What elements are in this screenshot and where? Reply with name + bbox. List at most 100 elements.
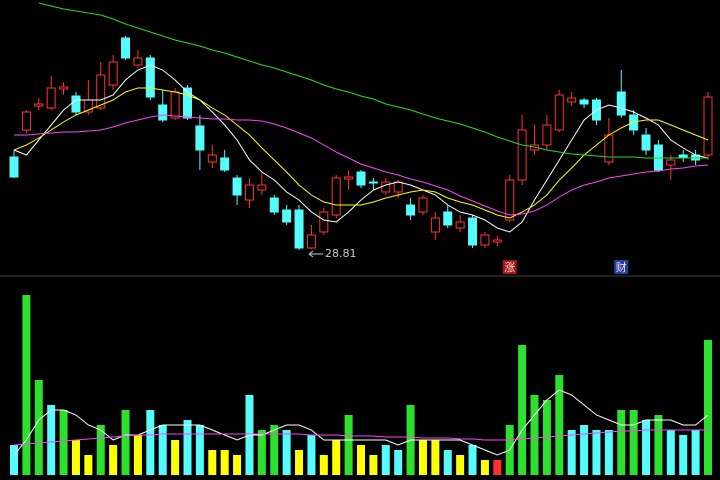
candle-body (381, 181, 391, 193)
low-arrow (308, 250, 324, 258)
volume-bar (220, 450, 229, 475)
volume-bar (158, 425, 167, 475)
volume-bar (431, 440, 440, 475)
candle-body (96, 74, 106, 109)
volume-bar (34, 380, 43, 475)
candle-body (220, 157, 230, 171)
volume-bar (704, 340, 712, 475)
candle-body (393, 181, 403, 193)
candle-body (567, 97, 577, 103)
volume-bar (394, 450, 403, 475)
volume-bar (369, 455, 378, 475)
candle-body (207, 154, 217, 163)
volume-bar (319, 455, 328, 475)
candle-body (480, 234, 490, 246)
volume-bar (96, 425, 105, 475)
event-marker-box (502, 260, 517, 274)
event-marker: 涨 (504, 261, 515, 274)
volume-bar (604, 430, 613, 475)
candle-body (468, 217, 478, 246)
candle-body (170, 91, 180, 119)
candle-body (232, 177, 242, 196)
candle-body (21, 111, 31, 131)
low-label: 28.81 (325, 247, 357, 260)
volume-bar (468, 445, 477, 475)
candle-body (505, 179, 515, 221)
volume-bar (493, 460, 502, 475)
candle-body (46, 87, 56, 109)
volume-bar (59, 410, 68, 475)
candle-body (158, 104, 168, 121)
candle-body (344, 176, 354, 180)
volume-bar (456, 455, 465, 475)
candle-body (430, 217, 440, 233)
volume-bar (307, 435, 316, 475)
candle-body (133, 57, 143, 66)
volume-bar (195, 425, 204, 475)
volume-bar (691, 430, 700, 475)
candle-body (641, 134, 651, 151)
volume-bar (567, 430, 576, 475)
ma-line (38, 2, 708, 159)
volume-bar (418, 440, 427, 475)
volume-bar (47, 405, 56, 475)
volume-bar (295, 450, 304, 475)
ma-line (14, 114, 709, 216)
volume-bar (530, 395, 539, 475)
volume-bar (381, 445, 390, 475)
volume-bar (679, 435, 688, 475)
candle-body (666, 159, 676, 166)
volume-bar (233, 455, 242, 475)
candle-body (244, 184, 254, 201)
candle-body (604, 134, 614, 163)
event-marker-box (614, 260, 629, 274)
volume-bar (629, 410, 638, 475)
candle-body (368, 181, 378, 184)
volume-bar (580, 425, 589, 475)
volume-bar (84, 455, 93, 475)
volume-bar (133, 435, 142, 475)
volume-bar (146, 410, 155, 475)
candle-body (282, 209, 292, 223)
candle-body (542, 124, 552, 146)
volume-bar (10, 445, 18, 475)
volume-bar (344, 415, 353, 475)
volume-bar (480, 460, 489, 475)
volume-bar (109, 445, 118, 475)
candle-body (554, 94, 564, 131)
volume-bar (183, 420, 192, 475)
candle-body (455, 221, 465, 229)
candle-body (34, 103, 44, 107)
candle-body (616, 91, 626, 116)
candle-body (418, 197, 428, 213)
ma-line (13, 389, 709, 456)
candle-body (121, 37, 131, 59)
volume-bar (642, 420, 651, 475)
volume-bar (666, 430, 675, 475)
volume-bar (518, 345, 527, 475)
candle-body (443, 211, 453, 226)
candle-body (269, 197, 279, 213)
volume-bar (654, 415, 663, 475)
volume-bar (171, 440, 180, 475)
candle-body (492, 239, 502, 243)
candle-body (108, 61, 118, 86)
candle-body (331, 177, 341, 216)
candle-body (71, 95, 81, 113)
candle-body (145, 57, 155, 98)
candle-body (406, 204, 416, 216)
candle-body (195, 125, 205, 151)
volume-bar (270, 425, 279, 475)
ma-line (13, 87, 709, 219)
candle-body (356, 171, 366, 186)
volume-bar (71, 440, 80, 475)
volume-bar (443, 450, 452, 475)
candle-body (306, 234, 316, 249)
volume-bar (257, 430, 266, 475)
candle-body (579, 99, 589, 105)
candle-body (319, 211, 329, 233)
candle-body (257, 184, 267, 191)
volume-bar (332, 440, 341, 475)
